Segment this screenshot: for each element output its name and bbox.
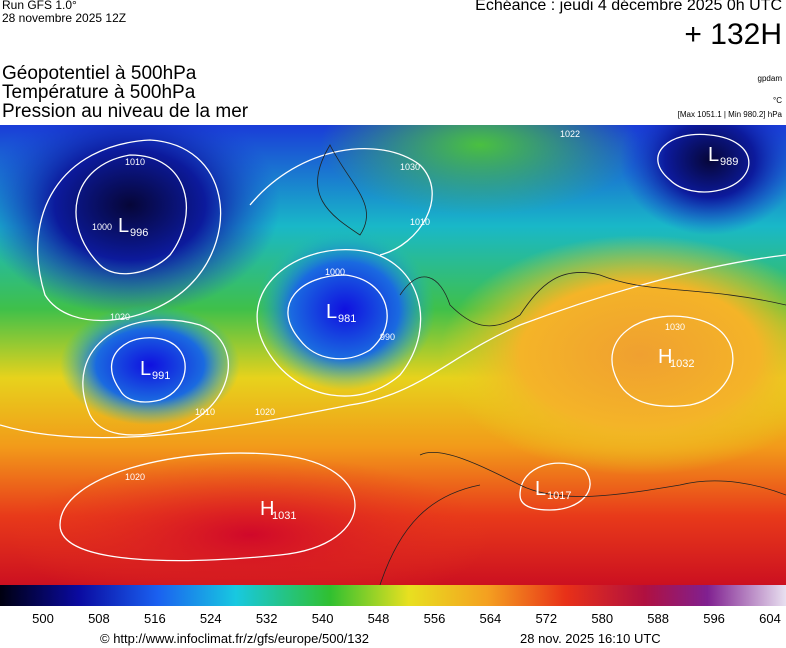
unit: gpdam — [757, 74, 782, 83]
center-pressure: 991 — [152, 370, 170, 382]
lead-time: + 132H — [684, 18, 782, 51]
isobar-label: 1010 — [195, 407, 215, 417]
colorbar: 500 508 516 524 532 540 548 556 564 572 580 588 596 6… — [0, 585, 786, 626]
isobar-label: 1020 — [110, 312, 130, 322]
generated-time: 28 nov. 2025 16:10 UTC — [520, 631, 661, 646]
center-type: H — [658, 346, 672, 368]
isobars — [0, 133, 786, 562]
valid-time: Echéance : jeudi 4 décembre 2025 0h UTC — [475, 0, 782, 14]
colorbar-label: 508 — [88, 611, 110, 626]
colorbar-label: 516 — [144, 611, 166, 626]
field: Géopotentiel à 500hPa — [2, 63, 197, 84]
center-type: H — [260, 498, 274, 520]
center-type: L — [140, 358, 151, 380]
center-pressure: 981 — [338, 313, 356, 325]
center-pressure: 996 — [130, 227, 148, 239]
run: Run GFS 1.0° — [2, 0, 77, 12]
colorbar-label: 524 — [200, 611, 222, 626]
colorbar-label: 532 — [256, 611, 278, 626]
center-pressure: 1031 — [272, 510, 296, 522]
run-date: 28 novembre 2025 12Z — [2, 11, 127, 25]
isobar-label: 1020 — [125, 472, 145, 482]
isobar-label: 1010 — [125, 157, 145, 167]
unit: [Max 1051.1 | Min 980.2] hPa — [677, 110, 782, 119]
colorbar-label: 604 — [759, 611, 781, 626]
center-pressure: 989 — [720, 156, 738, 168]
unit: °C — [773, 96, 782, 105]
coastlines — [317, 144, 786, 585]
colorbar-label: 580 — [591, 611, 613, 626]
colorbar-label: 572 — [535, 611, 557, 626]
isobar-label: 1020 — [255, 407, 275, 417]
center-type: L — [118, 215, 129, 237]
isobar-label: 1030 — [665, 322, 685, 332]
isobar-label: 1000 — [325, 267, 345, 277]
isobar-label: 1000 — [92, 222, 112, 232]
field: Température à 500hPa — [2, 82, 196, 103]
isobar-label: 1010 — [410, 217, 430, 227]
colorbar-label: 596 — [703, 611, 725, 626]
center-pressure: 1017 — [547, 490, 571, 502]
source-url[interactable]: © http://www.infoclimat.fr/z/gfs/europe/… — [100, 631, 369, 646]
colorbar-label: 540 — [312, 611, 334, 626]
center-pressure: 1032 — [670, 358, 694, 370]
field: Pression au niveau de la mer — [2, 101, 249, 122]
colorbar-label: 588 — [647, 611, 669, 626]
center-type: L — [326, 301, 337, 323]
colorbar-label: 564 — [480, 611, 502, 626]
center-type: L — [708, 144, 719, 166]
colorbar-label: 556 — [424, 611, 446, 626]
isobar-label: 990 — [380, 332, 395, 342]
colorbar-label: 500 — [32, 611, 54, 626]
isobar-label: 1022 — [560, 129, 580, 139]
isobar-label: 1030 — [400, 162, 420, 172]
colorbar-label: 548 — [368, 611, 390, 626]
center-type: L — [535, 478, 546, 500]
